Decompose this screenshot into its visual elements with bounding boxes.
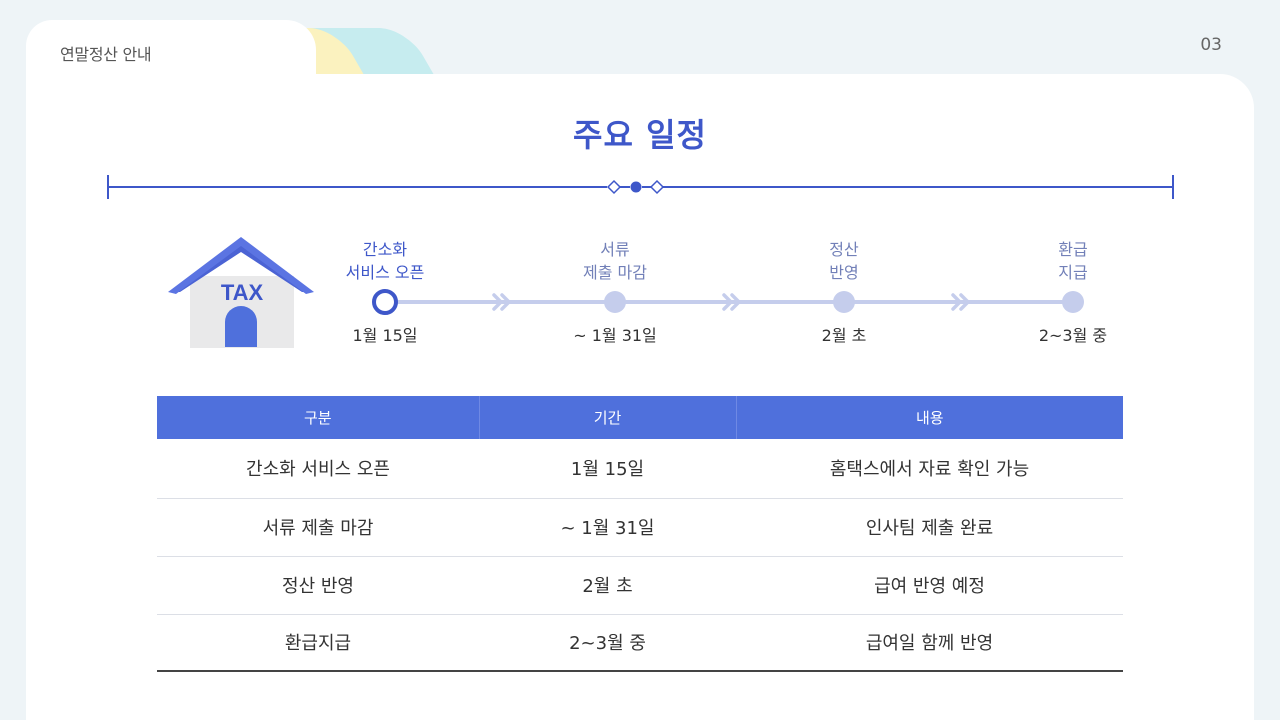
timeline-track	[372, 289, 1084, 315]
timeline-step-label: 환급 지급	[1003, 238, 1143, 284]
column-header: 내용	[736, 396, 1123, 439]
timeline-label-line: 반영	[829, 263, 859, 282]
timeline-date: ~ 1월 31일	[573, 326, 657, 345]
table-cell: 서류 제출 마감	[157, 498, 479, 557]
timeline-label-line: 환급	[1058, 240, 1088, 259]
table-cell: ~ 1월 31일	[479, 498, 736, 557]
schedule-timeline: 간소화 서비스 오픈 서류 제출 마감 정산 반영 환급 지급 1월 15일 ~…	[330, 230, 1150, 360]
table-cell: 간소화 서비스 오픈	[157, 439, 479, 499]
timeline-step-label: 간소화 서비스 오픈	[315, 238, 455, 284]
table-row: 정산 반영 2월 초 급여 반영 예정	[157, 556, 1123, 615]
table-row: 서류 제출 마감 ~ 1월 31일 인사팀 제출 완료	[157, 498, 1123, 557]
table-cell: 1월 15일	[479, 439, 736, 499]
table-row: 환급지급 2~3월 중 급여일 함께 반영	[157, 614, 1123, 672]
table-cell: 정산 반영	[157, 556, 479, 615]
timeline-node	[1062, 291, 1084, 313]
schedule-table: 구분 기간 내용 간소화 서비스 오픈 1월 15일 홈택스에서 자료 확인 가…	[157, 396, 1123, 672]
timeline-label-line: 제출 마감	[583, 263, 647, 282]
table-cell: 급여일 함께 반영	[736, 614, 1123, 672]
timeline-node	[604, 291, 626, 313]
timeline-date: 2월 초	[821, 326, 867, 345]
timeline-label-line: 서류	[600, 240, 630, 259]
house-icon-text: TAX	[221, 280, 264, 305]
page-title: 주요 일정	[573, 116, 707, 154]
column-header: 구분	[157, 396, 480, 439]
timeline-label-line: 서비스 오픈	[345, 263, 425, 282]
table-cell: 급여 반영 예정	[736, 556, 1123, 615]
timeline-date: 1월 15일	[352, 326, 418, 345]
table-row: 간소화 서비스 오픈 1월 15일 홈택스에서 자료 확인 가능	[157, 439, 1123, 499]
tax-house-icon: TAX	[168, 237, 314, 348]
column-header: 기간	[479, 396, 737, 439]
table-cell: 2월 초	[479, 556, 736, 615]
page-number: 03	[1200, 35, 1222, 55]
timeline-label-line: 정산	[829, 240, 859, 259]
timeline-node	[833, 291, 855, 313]
table-cell: 2~3월 중	[479, 614, 736, 672]
table-cell: 홈택스에서 자료 확인 가능	[736, 439, 1123, 499]
timeline-step-label: 정산 반영	[774, 238, 914, 284]
table-header-row: 구분 기간 내용	[157, 396, 1123, 439]
timeline-label-line: 지급	[1058, 263, 1088, 282]
section-tab-label: 연말정산 안내	[60, 45, 152, 64]
timeline-step-label: 서류 제출 마감	[545, 238, 685, 284]
table-cell: 환급지급	[157, 614, 479, 672]
table-cell: 인사팀 제출 완료	[736, 498, 1123, 557]
title-divider	[107, 175, 1174, 199]
timeline-date: 2~3월 중	[1038, 326, 1108, 345]
timeline-label-line: 간소화	[362, 240, 408, 259]
timeline-node-active	[372, 289, 398, 315]
